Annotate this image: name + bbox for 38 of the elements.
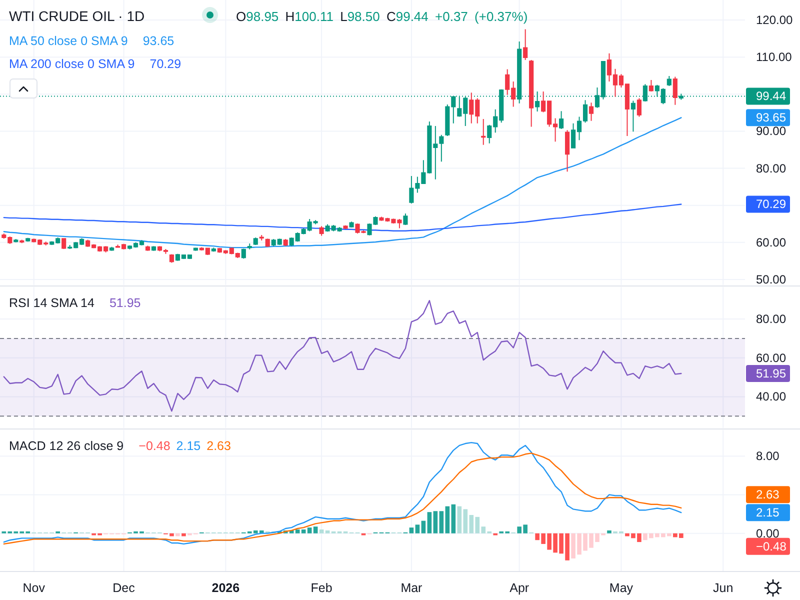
x-tick-label: Feb <box>310 581 332 595</box>
y-tick-label: 50.00 <box>756 272 786 286</box>
x-tick-label: 2026 <box>212 581 240 595</box>
ref-line-label: 99.44 <box>756 89 786 104</box>
text: RSI 14 SMA 14 <box>9 296 95 310</box>
annotation: 51.95 <box>109 296 141 310</box>
text: WTI CRUDE OIL · 1D <box>9 8 145 24</box>
text: 2.15 <box>756 506 780 520</box>
y-tick-label: 0.00 <box>756 526 780 540</box>
text: 2.63 <box>756 488 780 502</box>
x-tick-label: Mar <box>400 581 422 595</box>
y-tick-label: 60.00 <box>756 350 786 365</box>
y-tick-label: 120.00 <box>756 13 794 28</box>
x-tick-label: Jun <box>713 581 734 595</box>
y-tick-label: 90.00 <box>756 124 786 138</box>
annotation: 2.15 <box>176 439 201 453</box>
annotation: 93.65 <box>142 34 174 48</box>
text: O98.95 H100.11 L98.50 C99.44 +0.37 (+0.37%) <box>236 8 528 24</box>
y-tick-label: 60.00 <box>756 235 786 250</box>
annotation: −0.48 <box>138 439 170 453</box>
y-tick-label: 80.00 <box>756 161 786 176</box>
text: −0.48 <box>756 539 786 554</box>
annotation: 2.63 <box>206 439 231 453</box>
x-tick-label: Apr <box>510 581 530 595</box>
text: 70.29 <box>756 197 786 212</box>
annotation: 70.29 <box>150 57 182 71</box>
text: MA 200 close 0 SMA 9 <box>9 57 135 71</box>
y-tick-label: 8.00 <box>756 449 780 464</box>
text: MACD 12 26 close 9 <box>9 439 124 453</box>
x-tick-label: May <box>609 581 634 595</box>
x-tick-label: Nov <box>22 581 46 595</box>
text: 93.65 <box>756 110 786 125</box>
y-tick-label: 40.00 <box>756 390 786 404</box>
text: MA 50 close 0 SMA 9 <box>9 34 128 48</box>
x-tick-label: Dec <box>112 581 135 595</box>
text: 51.95 <box>756 366 786 381</box>
y-tick-label: 110.00 <box>756 50 792 64</box>
y-tick-label: 80.00 <box>756 312 786 326</box>
